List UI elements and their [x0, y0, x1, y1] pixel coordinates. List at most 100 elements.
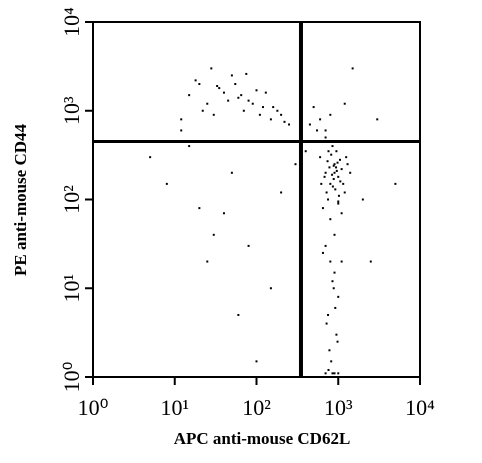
dot [269, 118, 272, 121]
x-tick-label: 10⁴ [405, 395, 435, 420]
dot [198, 207, 201, 210]
dot [361, 198, 364, 201]
dot [255, 360, 258, 363]
dot [327, 368, 330, 371]
dot [331, 372, 334, 375]
dot [269, 287, 272, 290]
dot [188, 145, 191, 148]
dot [242, 109, 245, 112]
y-tick-label: 10⁴ [59, 7, 84, 37]
dot [343, 191, 346, 194]
dot [333, 372, 336, 375]
dot [251, 102, 254, 105]
dot [332, 287, 335, 290]
dot [332, 164, 335, 167]
dot [222, 91, 225, 94]
dot [329, 218, 332, 221]
dot [333, 233, 336, 236]
dot [325, 191, 328, 194]
dot [327, 198, 330, 201]
y-tick-label: 10⁰ [59, 361, 84, 392]
dot [333, 163, 336, 166]
dot [230, 171, 233, 174]
dot [394, 182, 397, 185]
dot [337, 372, 340, 375]
dot [329, 113, 332, 116]
y-tick-label: 10² [59, 185, 84, 214]
dot [329, 260, 332, 263]
dot [312, 106, 315, 109]
dot [255, 89, 258, 92]
dot [212, 233, 215, 236]
dot [351, 67, 354, 70]
dot [308, 123, 311, 126]
dot [337, 175, 340, 178]
dot [264, 91, 267, 94]
dot [325, 322, 328, 325]
dot [336, 161, 339, 164]
dot [92, 109, 94, 112]
dot [328, 349, 331, 352]
dot [346, 163, 349, 166]
dot [337, 200, 340, 203]
dot [334, 188, 337, 191]
dot [336, 340, 339, 343]
dot [337, 202, 340, 205]
dot [331, 280, 334, 283]
dot [326, 160, 329, 163]
dot [324, 171, 327, 174]
dot [92, 136, 94, 139]
dot [240, 94, 243, 97]
dot [230, 74, 233, 77]
dot [338, 158, 341, 161]
dot [324, 244, 327, 247]
dot [319, 118, 322, 121]
dot [321, 207, 324, 210]
y-tick-label: 10¹ [59, 274, 84, 303]
dot [149, 156, 152, 159]
dot [324, 372, 327, 375]
dot [237, 96, 240, 99]
dot [333, 171, 336, 174]
dot [258, 113, 261, 116]
dot [206, 102, 209, 105]
dot [288, 123, 291, 126]
dot [319, 156, 322, 159]
dot [316, 129, 319, 132]
dot [165, 182, 168, 185]
dot [212, 113, 215, 116]
dot [218, 87, 221, 90]
dot [247, 244, 250, 247]
dot [328, 166, 331, 169]
dot [335, 150, 338, 153]
dot [376, 118, 379, 121]
dot [337, 295, 340, 298]
x-tick-label: 10⁰ [78, 395, 109, 420]
dot [280, 113, 283, 116]
dot [330, 360, 333, 363]
dot [342, 182, 345, 185]
dot [237, 313, 240, 316]
dot [345, 156, 348, 159]
dot [331, 185, 334, 188]
x-tick-label: 10¹ [160, 395, 189, 420]
dot [335, 166, 338, 169]
dot [343, 102, 346, 105]
dot [349, 171, 352, 174]
dot [330, 153, 333, 156]
dot [334, 306, 337, 309]
dot [280, 191, 283, 194]
dot [201, 109, 204, 112]
dot [331, 145, 334, 148]
dot [261, 106, 264, 109]
x-axis-title: APC anti-mouse CD62L [174, 429, 351, 448]
dot [335, 333, 338, 336]
dot [304, 150, 307, 153]
dot [340, 168, 343, 171]
plot-frame [92, 21, 421, 378]
dot [323, 175, 326, 178]
dot [206, 260, 209, 263]
dot [210, 67, 213, 70]
dot [331, 173, 334, 176]
dot [188, 94, 191, 97]
